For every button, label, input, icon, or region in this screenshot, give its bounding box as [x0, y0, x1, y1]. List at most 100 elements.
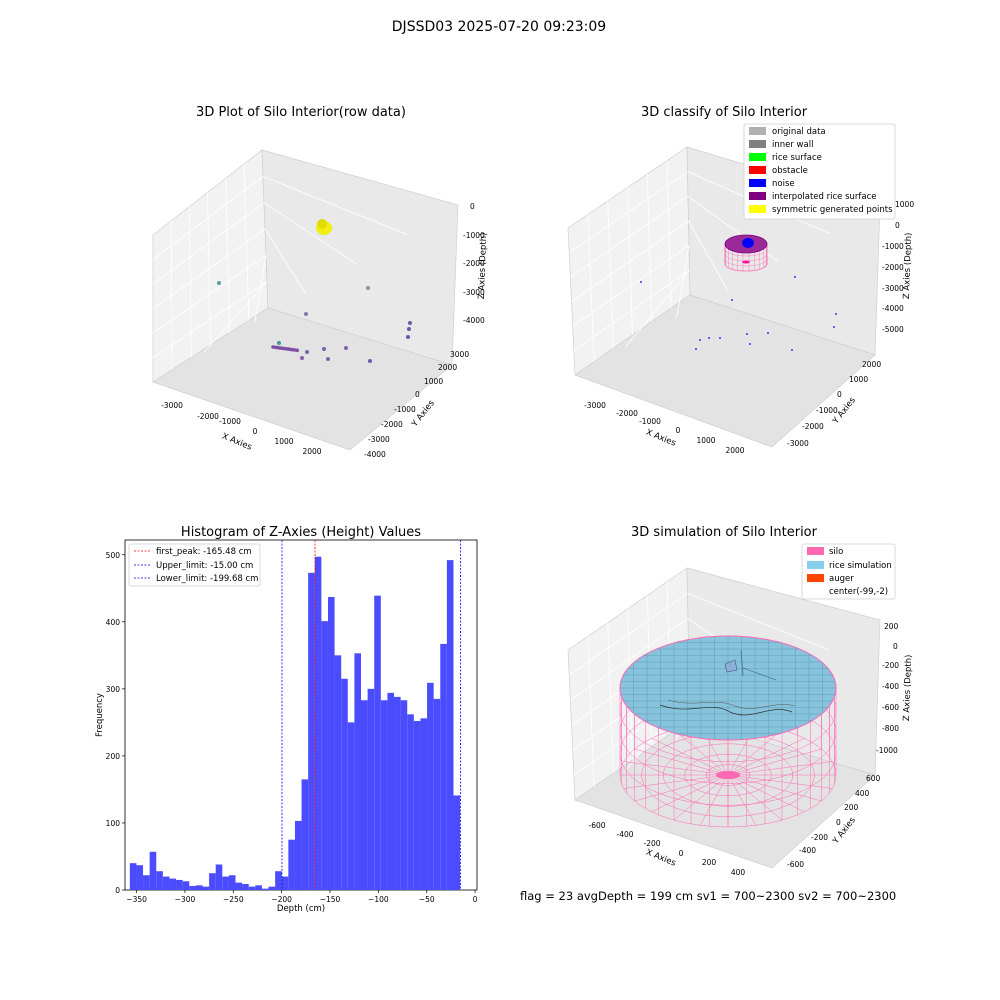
y-tick: -600 [787, 860, 804, 869]
histogram-bar [446, 560, 454, 890]
floor-spoke [727, 774, 822, 802]
histogram-bar [255, 885, 262, 890]
histogram-bar [275, 871, 282, 890]
y-axis-label: Frequency [95, 693, 105, 737]
x-tick: 0 [676, 426, 681, 435]
histogram-bar [176, 879, 183, 890]
floor-spoke [727, 774, 833, 789]
floor-center [716, 771, 740, 779]
z-tick: -2000 [463, 259, 485, 268]
noise-point [749, 343, 751, 345]
histogram-bar [248, 886, 256, 890]
floor-spoke [623, 761, 729, 776]
y-ticks: 0 100 200 300 400 500 [106, 551, 125, 895]
x-tick: -400 [616, 830, 633, 839]
floor-spoke [727, 729, 783, 776]
subplot-simulation: 3D simulation of Silo Interior -600 -400… [567, 525, 914, 877]
histogram-bar [162, 876, 170, 890]
y-tick: 0 [837, 390, 842, 399]
y-tick: -4000 [364, 450, 386, 459]
cluster-top-yellow [316, 219, 332, 235]
surface-contour [667, 699, 796, 709]
histogram-bar [433, 698, 441, 890]
histogram-bar [453, 795, 461, 890]
noise-point [695, 348, 697, 350]
histogram-bar [347, 722, 355, 890]
subplot-title-histogram: Histogram of Z-Axies (Height) Values [181, 525, 421, 540]
legend-label: obstacle [772, 166, 808, 176]
mesh-ring [724, 258, 768, 267]
x-axis-label: X Axies [644, 848, 677, 869]
noise-point [791, 349, 793, 351]
grid-line [676, 245, 690, 319]
y-tick: 1000 [849, 375, 868, 384]
y-tick-label: 0 [115, 886, 120, 895]
point [407, 327, 411, 331]
legend-swatch [807, 587, 824, 595]
histogram-bar [427, 682, 434, 890]
legend-classify: original data inner wall rice surface ob… [743, 123, 896, 220]
subplot-raw-data: 3D Plot of Silo Interior(row data) -3000… [152, 105, 489, 459]
silo-model-simulation [619, 635, 837, 828]
x-tick: -1000 [639, 417, 661, 426]
auger-shaft [740, 649, 744, 677]
z-tick: 0 [893, 642, 898, 651]
x-tick-label: −50 [419, 895, 435, 904]
floor-spoke [651, 774, 729, 812]
z-tick: -2000 [882, 263, 904, 272]
point [344, 346, 348, 350]
histogram-bar [261, 888, 269, 890]
point [305, 350, 309, 354]
point-row [271, 345, 300, 353]
x-tick: -200 [643, 839, 660, 848]
noise-point [719, 337, 721, 339]
point [300, 356, 304, 360]
x-axis-label: X Axies [644, 428, 677, 449]
z-tick: 200 [884, 622, 899, 631]
x-tick: -1000 [219, 417, 241, 426]
histogram-bar [327, 596, 335, 890]
point [277, 341, 281, 345]
histogram-bars [129, 556, 461, 890]
legend-frame [128, 543, 261, 587]
point [295, 348, 300, 353]
z-tick: -4000 [463, 316, 485, 325]
x-tick-label: −150 [320, 895, 341, 904]
histogram-bar [314, 556, 322, 890]
histogram-bar [268, 886, 276, 890]
grid-line [262, 175, 408, 235]
subplot-title-simulation: 3D simulation of Silo Interior [631, 525, 818, 540]
grid-line [264, 228, 306, 294]
histogram-bar [321, 621, 328, 890]
grid-classify [568, 160, 830, 362]
legend-swatch [807, 547, 824, 555]
y-tick-label: 300 [106, 685, 121, 694]
z-tick: -3000 [882, 284, 904, 293]
subplot-title-classify: 3D classify of Silo Interior [641, 105, 808, 120]
noise-point [767, 332, 769, 334]
x-tick-label: −350 [126, 895, 147, 904]
grid-line [152, 281, 268, 358]
auger-arm [742, 667, 777, 681]
x-tick: 400 [731, 868, 746, 877]
z-tick: -200 [882, 661, 899, 670]
floor-spoke [673, 729, 729, 776]
mesh-ring [724, 248, 768, 257]
legend-label: rice simulation [829, 561, 892, 571]
rice-surface-noise [742, 238, 754, 248]
histogram-bar [189, 885, 196, 890]
x-tick: 0 [679, 849, 684, 858]
point [408, 321, 412, 325]
y-tick: 1000 [424, 377, 443, 386]
histogram-bar [281, 876, 289, 890]
axes3d-panes-raw [152, 149, 459, 451]
y-tick: -1000 [816, 406, 838, 415]
histogram-bar [413, 721, 421, 890]
legend-label: symmetric generated points [772, 205, 893, 215]
z-tick: 1000 [895, 200, 914, 209]
noise-point [708, 337, 710, 339]
x-tick: 2000 [302, 447, 321, 456]
histogram-bar [136, 865, 144, 890]
floor-spoke [727, 774, 805, 812]
